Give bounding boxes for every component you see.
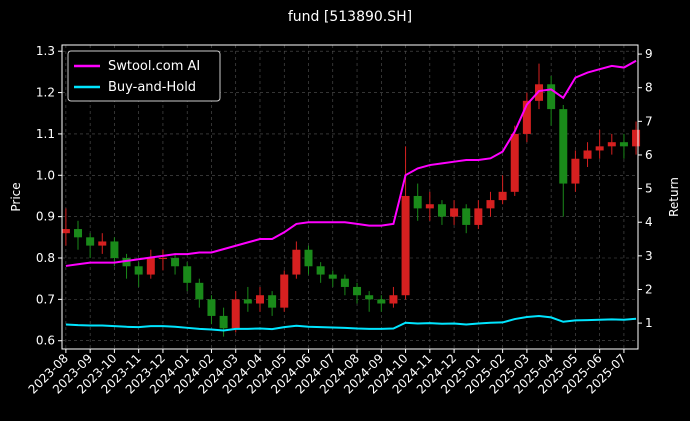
candle-body bbox=[583, 150, 592, 159]
candle-body bbox=[146, 258, 155, 275]
candle-body bbox=[219, 315, 228, 329]
candle-body bbox=[122, 258, 131, 267]
candle-body bbox=[474, 208, 483, 225]
candle-body bbox=[365, 295, 374, 300]
candle-body bbox=[389, 295, 398, 304]
legend: Swtool.com AI Buy-and-Hold bbox=[67, 50, 221, 102]
y-axis-label: Price bbox=[9, 182, 23, 211]
y-tick-label: 0.8 bbox=[36, 251, 55, 265]
candle-body bbox=[158, 258, 167, 260]
y2-tick-label: 8 bbox=[645, 81, 653, 95]
candle-body bbox=[619, 142, 628, 147]
y2-tick-label: 2 bbox=[645, 282, 653, 296]
legend-label: Swtool.com AI bbox=[108, 59, 200, 74]
candle-body bbox=[547, 84, 556, 110]
candle-body bbox=[110, 241, 119, 259]
y2-tick-label: 3 bbox=[645, 249, 653, 263]
y2-tick-label: 9 bbox=[645, 47, 653, 61]
candle-body bbox=[413, 195, 422, 209]
candle-body bbox=[74, 229, 83, 238]
y2-tick-label: 4 bbox=[645, 215, 653, 229]
candle-body bbox=[328, 274, 337, 279]
candle-body bbox=[607, 142, 616, 147]
candle-body bbox=[171, 258, 180, 267]
candle-body bbox=[486, 200, 495, 209]
candle-body bbox=[86, 237, 95, 246]
y-tick-label: 0.6 bbox=[36, 334, 55, 348]
candle-body bbox=[98, 241, 107, 246]
candle-body bbox=[353, 286, 362, 296]
candle-body bbox=[268, 295, 277, 308]
candle-body bbox=[522, 100, 531, 134]
y-tick-label: 1.2 bbox=[36, 86, 55, 100]
candle-body bbox=[183, 266, 192, 283]
candle-body bbox=[450, 208, 459, 217]
candle-body bbox=[535, 84, 544, 101]
y2-tick-label: 1 bbox=[645, 316, 653, 330]
y-tick-label: 0.9 bbox=[36, 210, 55, 224]
candle-body bbox=[462, 208, 471, 225]
candle-body bbox=[401, 195, 410, 296]
y-tick-label: 0.7 bbox=[36, 292, 55, 306]
chart-title: fund [513890.SH] bbox=[288, 9, 412, 25]
candle-body bbox=[377, 299, 386, 304]
y2-tick-label: 6 bbox=[645, 148, 653, 162]
candle-body bbox=[61, 229, 70, 234]
y-tick-label: 1.0 bbox=[36, 168, 55, 182]
candle-body bbox=[559, 109, 568, 184]
candle-body bbox=[340, 278, 349, 287]
candle-body bbox=[195, 282, 204, 300]
candle-body bbox=[304, 249, 313, 267]
candle-body bbox=[255, 295, 264, 304]
candle-body bbox=[231, 299, 240, 329]
candle-body bbox=[571, 158, 580, 184]
candle-body bbox=[207, 299, 216, 316]
legend-label: Buy-and-Hold bbox=[108, 80, 196, 95]
line-series bbox=[65, 315, 637, 332]
candle-body bbox=[595, 146, 604, 151]
candle-body bbox=[134, 266, 143, 275]
plot-frame bbox=[61, 44, 639, 350]
legend-box bbox=[67, 50, 221, 102]
y-tick-label: 1.1 bbox=[36, 127, 55, 141]
candle-body bbox=[510, 133, 519, 192]
y2-tick-label: 7 bbox=[645, 114, 653, 128]
candle-body bbox=[632, 129, 641, 147]
candle-body bbox=[498, 191, 507, 201]
candle-body bbox=[437, 204, 446, 217]
line-series bbox=[65, 59, 637, 267]
candle-body bbox=[280, 274, 289, 308]
candle-body bbox=[292, 249, 301, 275]
candle-body bbox=[425, 204, 434, 209]
candle-body bbox=[316, 266, 325, 275]
candle-body bbox=[243, 299, 252, 304]
y2-tick-label: 5 bbox=[645, 182, 653, 196]
y-tick-label: 1.3 bbox=[36, 44, 55, 58]
y2-axis-label: Return bbox=[667, 177, 681, 217]
